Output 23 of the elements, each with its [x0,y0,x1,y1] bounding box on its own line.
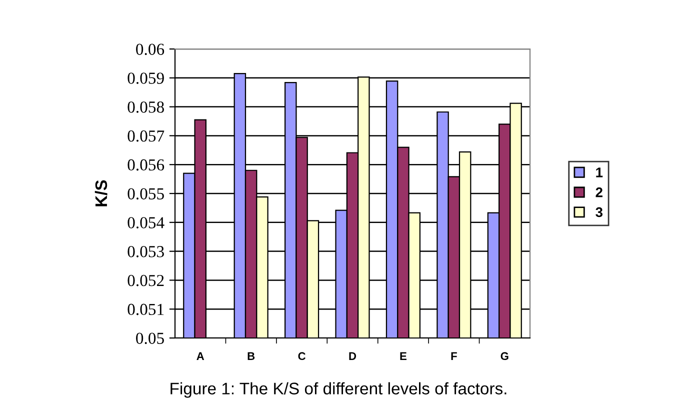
y-tick-label: 0.053 [128,246,164,258]
y-tick-label: 0.051 [128,304,164,316]
caption: Figure 1: The K/S of different levels of factors. [170,382,506,398]
y-tick-label: 0.052 [128,274,164,286]
legend-label: 1 [596,168,603,178]
y-axis-title: K/S [94,180,108,206]
legend-label: 3 [596,207,603,218]
x-tick-label: C [298,352,306,360]
x-tick-label: F [451,352,457,360]
y-tick-label: 0.06 [136,44,164,56]
x-tick-label: E [400,352,406,360]
y-tick-label: 0.059 [128,72,164,84]
x-tick-label: A [196,352,204,360]
y-tick-label: 0.055 [128,188,164,200]
legend-label: 2 [596,187,602,198]
y-tick-label: 0.057 [128,130,164,142]
y-tick-label: 0.058 [128,102,164,113]
y-tick-label: 0.05 [136,332,164,344]
x-tick-label: B [248,352,255,360]
x-tick-label: D [349,352,356,360]
y-tick-label: 0.054 [128,217,164,228]
y-tick-label: 0.056 [128,159,164,171]
x-tick-label: G [500,352,508,360]
